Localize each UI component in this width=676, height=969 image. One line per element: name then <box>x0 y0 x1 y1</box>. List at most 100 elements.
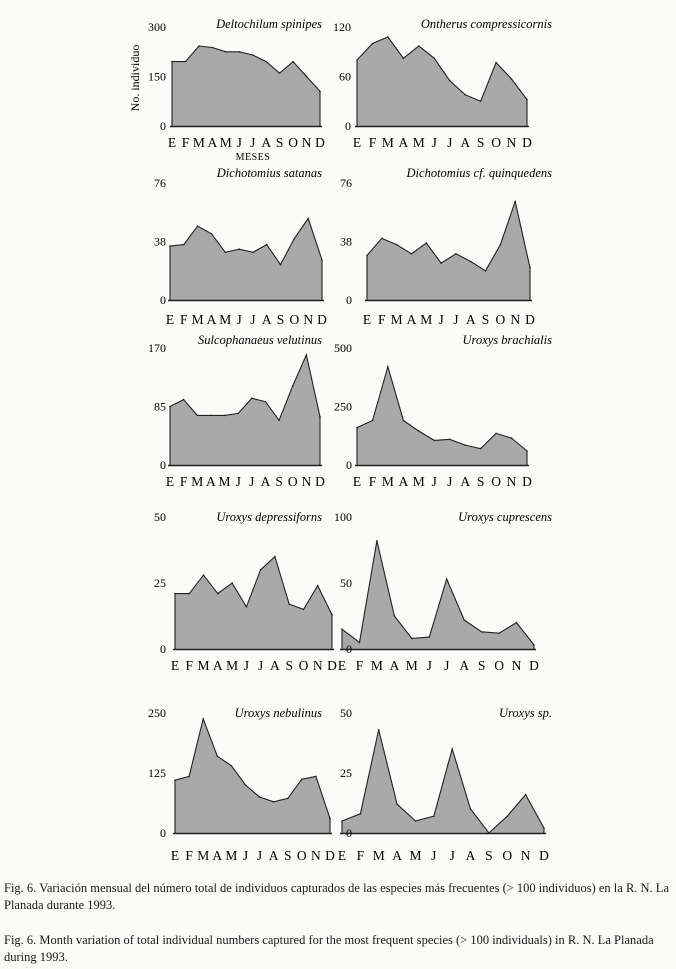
x-tick-label: J <box>427 658 432 673</box>
x-tick-label: S <box>277 312 285 327</box>
data-point <box>331 613 333 616</box>
data-point <box>445 578 448 580</box>
x-tick-label: O <box>288 135 298 150</box>
x-tick-label: A <box>399 474 409 489</box>
data-point <box>217 592 219 595</box>
x-tick-label: M <box>192 312 204 327</box>
y-tick-label: 0 <box>160 642 166 656</box>
data-point <box>341 820 343 822</box>
y-tick-label: 76 <box>340 176 352 190</box>
y-tick-label: 0 <box>346 642 352 656</box>
data-point <box>265 60 268 63</box>
data-point <box>316 584 319 587</box>
y-tick-label: 0 <box>160 293 166 307</box>
data-point <box>182 398 185 401</box>
x-tick-label: O <box>502 848 512 863</box>
data-point <box>371 419 374 422</box>
x-tick-label: F <box>186 658 194 673</box>
x-tick-label: M <box>413 135 425 150</box>
x-tick-label: A <box>407 312 417 327</box>
data-point <box>410 253 413 255</box>
data-point <box>464 444 467 446</box>
x-tick-label: J <box>444 658 449 673</box>
y-tick-label: 120 <box>333 20 351 34</box>
data-point <box>393 615 396 617</box>
data-point <box>210 414 212 417</box>
data-point <box>238 51 241 53</box>
y-tick-label: 85 <box>154 400 166 414</box>
x-tick-label: E <box>363 312 371 327</box>
data-point <box>251 54 254 56</box>
x-tick-label: A <box>270 658 280 673</box>
series-line <box>169 217 323 266</box>
x-tick-label: S <box>478 658 486 673</box>
data-point <box>425 242 428 244</box>
x-tick-label: A <box>208 135 218 150</box>
y-tick-label: 250 <box>148 706 166 720</box>
x-tick-label: A <box>207 312 217 327</box>
y-tick-label: 25 <box>340 766 352 780</box>
x-tick-label: E <box>338 658 346 673</box>
panel-title: Uroxys nebulinus <box>235 706 323 720</box>
x-tick-label: J <box>250 312 255 327</box>
data-point <box>455 253 457 255</box>
x-tick-label: J <box>447 474 452 489</box>
x-tick-label: O <box>496 312 506 327</box>
data-point <box>211 46 214 49</box>
data-point <box>302 608 305 611</box>
data-point <box>356 59 358 61</box>
data-point <box>237 412 239 415</box>
x-tick-label: S <box>284 848 292 863</box>
x-tick-label: A <box>213 658 223 673</box>
data-point <box>395 243 398 246</box>
x-tick-label: A <box>261 135 271 150</box>
data-point <box>341 628 343 630</box>
x-tick-label: N <box>302 135 312 150</box>
x-tick-label: E <box>353 135 361 150</box>
x-tick-label: F <box>369 135 377 150</box>
x-tick-label: A <box>399 135 409 150</box>
data-point <box>216 755 219 757</box>
x-tick-label: E <box>166 474 174 489</box>
x-tick-label: D <box>315 474 325 489</box>
x-tick-label: J <box>244 658 249 673</box>
x-tick-label: D <box>525 312 535 327</box>
y-tick-label: 0 <box>160 119 166 133</box>
x-tick-label: M <box>197 658 209 673</box>
x-tick-label: N <box>510 312 520 327</box>
x-tick-label: J <box>431 848 436 863</box>
y-tick-label: 50 <box>154 510 166 524</box>
x-tick-label: F <box>378 312 386 327</box>
area-fill <box>170 354 320 465</box>
area-fill <box>342 729 544 833</box>
data-point <box>469 260 472 263</box>
x-tick-label: M <box>409 848 421 863</box>
x-tick-label: S <box>275 474 283 489</box>
data-point <box>293 237 296 240</box>
data-point <box>278 72 281 74</box>
data-point <box>495 432 497 435</box>
x-tick-label: J <box>453 312 458 327</box>
x-tick-label: E <box>166 312 174 327</box>
x-tick-label: O <box>494 658 504 673</box>
data-point <box>188 775 190 778</box>
series-line <box>341 729 545 834</box>
x-tick-label: A <box>261 474 271 489</box>
data-point <box>359 813 362 815</box>
y-tick-label: 0 <box>160 826 166 840</box>
data-point <box>356 426 358 429</box>
x-tick-label: M <box>218 474 230 489</box>
series-line <box>356 364 528 452</box>
x-tick-label: M <box>193 135 205 150</box>
data-point <box>543 827 545 829</box>
data-point <box>358 641 361 644</box>
data-point <box>464 93 467 96</box>
data-point <box>479 100 482 103</box>
x-tick-label: J <box>257 848 262 863</box>
x-tick-label: S <box>482 312 490 327</box>
data-point <box>411 637 413 640</box>
